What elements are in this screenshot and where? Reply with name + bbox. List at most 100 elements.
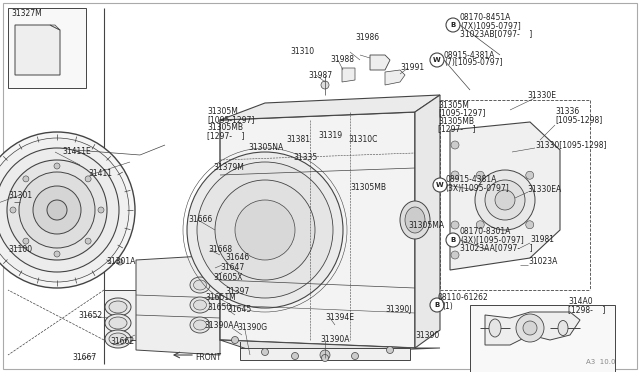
Text: 31647: 31647 — [220, 263, 244, 273]
Text: W: W — [433, 57, 441, 63]
Circle shape — [516, 314, 544, 342]
Circle shape — [476, 171, 484, 179]
Ellipse shape — [400, 201, 430, 239]
Text: 31305MA: 31305MA — [408, 221, 444, 230]
Ellipse shape — [190, 277, 210, 293]
Text: 31023AB[0797-    ]: 31023AB[0797- ] — [460, 29, 532, 38]
Polygon shape — [220, 95, 440, 120]
Ellipse shape — [190, 317, 210, 333]
Ellipse shape — [105, 298, 131, 316]
Circle shape — [321, 81, 329, 89]
Text: 31327M: 31327M — [11, 10, 42, 19]
Circle shape — [320, 350, 330, 360]
Circle shape — [485, 180, 525, 220]
Circle shape — [85, 238, 91, 244]
Text: 08170-8451A: 08170-8451A — [460, 13, 511, 22]
Text: 31390J: 31390J — [385, 305, 412, 314]
Circle shape — [10, 207, 16, 213]
Text: B: B — [435, 302, 440, 308]
Circle shape — [187, 152, 343, 308]
Text: 314A0: 314A0 — [568, 298, 593, 307]
Text: FRONT: FRONT — [195, 353, 221, 362]
Circle shape — [430, 53, 444, 67]
Text: 31666: 31666 — [188, 215, 212, 224]
Text: [1095-1297]: [1095-1297] — [438, 109, 485, 118]
Circle shape — [54, 163, 60, 169]
Circle shape — [0, 138, 129, 282]
Circle shape — [19, 172, 95, 248]
Circle shape — [495, 190, 515, 210]
Ellipse shape — [193, 280, 207, 290]
Ellipse shape — [109, 333, 127, 345]
Polygon shape — [240, 342, 410, 360]
Text: 31330EA: 31330EA — [527, 186, 561, 195]
Text: 31652: 31652 — [78, 311, 102, 320]
Text: 31381: 31381 — [286, 135, 310, 144]
Circle shape — [430, 298, 444, 312]
Polygon shape — [220, 112, 415, 348]
Text: 31330E: 31330E — [527, 90, 556, 99]
Circle shape — [232, 337, 239, 343]
Text: 31645: 31645 — [227, 305, 252, 314]
Circle shape — [475, 170, 535, 230]
Polygon shape — [342, 68, 355, 82]
Circle shape — [321, 355, 328, 362]
Ellipse shape — [109, 301, 127, 313]
Polygon shape — [104, 290, 210, 340]
Circle shape — [525, 221, 534, 229]
Polygon shape — [415, 95, 440, 348]
Text: 31987: 31987 — [308, 71, 332, 80]
Text: 31305M: 31305M — [207, 108, 238, 116]
Text: 31305MB: 31305MB — [438, 116, 474, 125]
Polygon shape — [15, 25, 60, 75]
Text: 31100: 31100 — [8, 246, 32, 254]
Text: 31305NA: 31305NA — [248, 144, 284, 153]
Circle shape — [117, 259, 123, 265]
Circle shape — [446, 233, 460, 247]
Bar — [470, 305, 615, 372]
Polygon shape — [385, 70, 405, 85]
Text: 31667: 31667 — [72, 353, 96, 362]
Text: B: B — [451, 22, 456, 28]
Circle shape — [525, 171, 534, 179]
Text: 31023A: 31023A — [528, 257, 557, 266]
Circle shape — [446, 18, 460, 32]
Text: [1297-    ]: [1297- ] — [207, 131, 244, 141]
Circle shape — [85, 176, 91, 182]
Text: 31991: 31991 — [400, 64, 424, 73]
Text: (1): (1) — [442, 301, 452, 311]
Circle shape — [7, 160, 107, 260]
Text: 31335: 31335 — [293, 154, 317, 163]
Text: 31397: 31397 — [225, 288, 249, 296]
Circle shape — [351, 353, 358, 359]
Text: 31646: 31646 — [225, 253, 249, 263]
Text: [1298-    ]: [1298- ] — [568, 305, 605, 314]
Circle shape — [291, 353, 298, 359]
Polygon shape — [136, 255, 220, 355]
Text: 31301A: 31301A — [106, 257, 136, 266]
Text: 31988: 31988 — [330, 55, 354, 64]
Text: (3X)[1095-0797]: (3X)[1095-0797] — [445, 183, 509, 192]
Text: 31379M: 31379M — [213, 164, 244, 173]
Text: 31305MB: 31305MB — [350, 183, 386, 192]
Text: 08170-8301A: 08170-8301A — [460, 228, 511, 237]
Polygon shape — [220, 340, 440, 355]
Text: 31330[1095-1298]: 31330[1095-1298] — [535, 141, 607, 150]
Ellipse shape — [105, 330, 131, 348]
Text: 31605X: 31605X — [213, 273, 243, 282]
Text: 08915-4381A: 08915-4381A — [444, 51, 495, 60]
Ellipse shape — [109, 317, 127, 329]
Polygon shape — [485, 312, 580, 345]
Text: (3X)[1095-0797]: (3X)[1095-0797] — [460, 235, 524, 244]
Circle shape — [197, 162, 333, 298]
Text: 31662: 31662 — [110, 337, 134, 346]
Text: 31305M: 31305M — [438, 100, 469, 109]
Text: 08110-61262: 08110-61262 — [438, 294, 489, 302]
Text: 31319: 31319 — [318, 131, 342, 140]
Circle shape — [33, 186, 81, 234]
Text: 31390G: 31390G — [237, 324, 267, 333]
Text: 31390AA: 31390AA — [204, 321, 239, 330]
Text: 31651M: 31651M — [205, 294, 236, 302]
Text: 08915-4381A: 08915-4381A — [445, 176, 497, 185]
Text: 31981: 31981 — [530, 235, 554, 244]
